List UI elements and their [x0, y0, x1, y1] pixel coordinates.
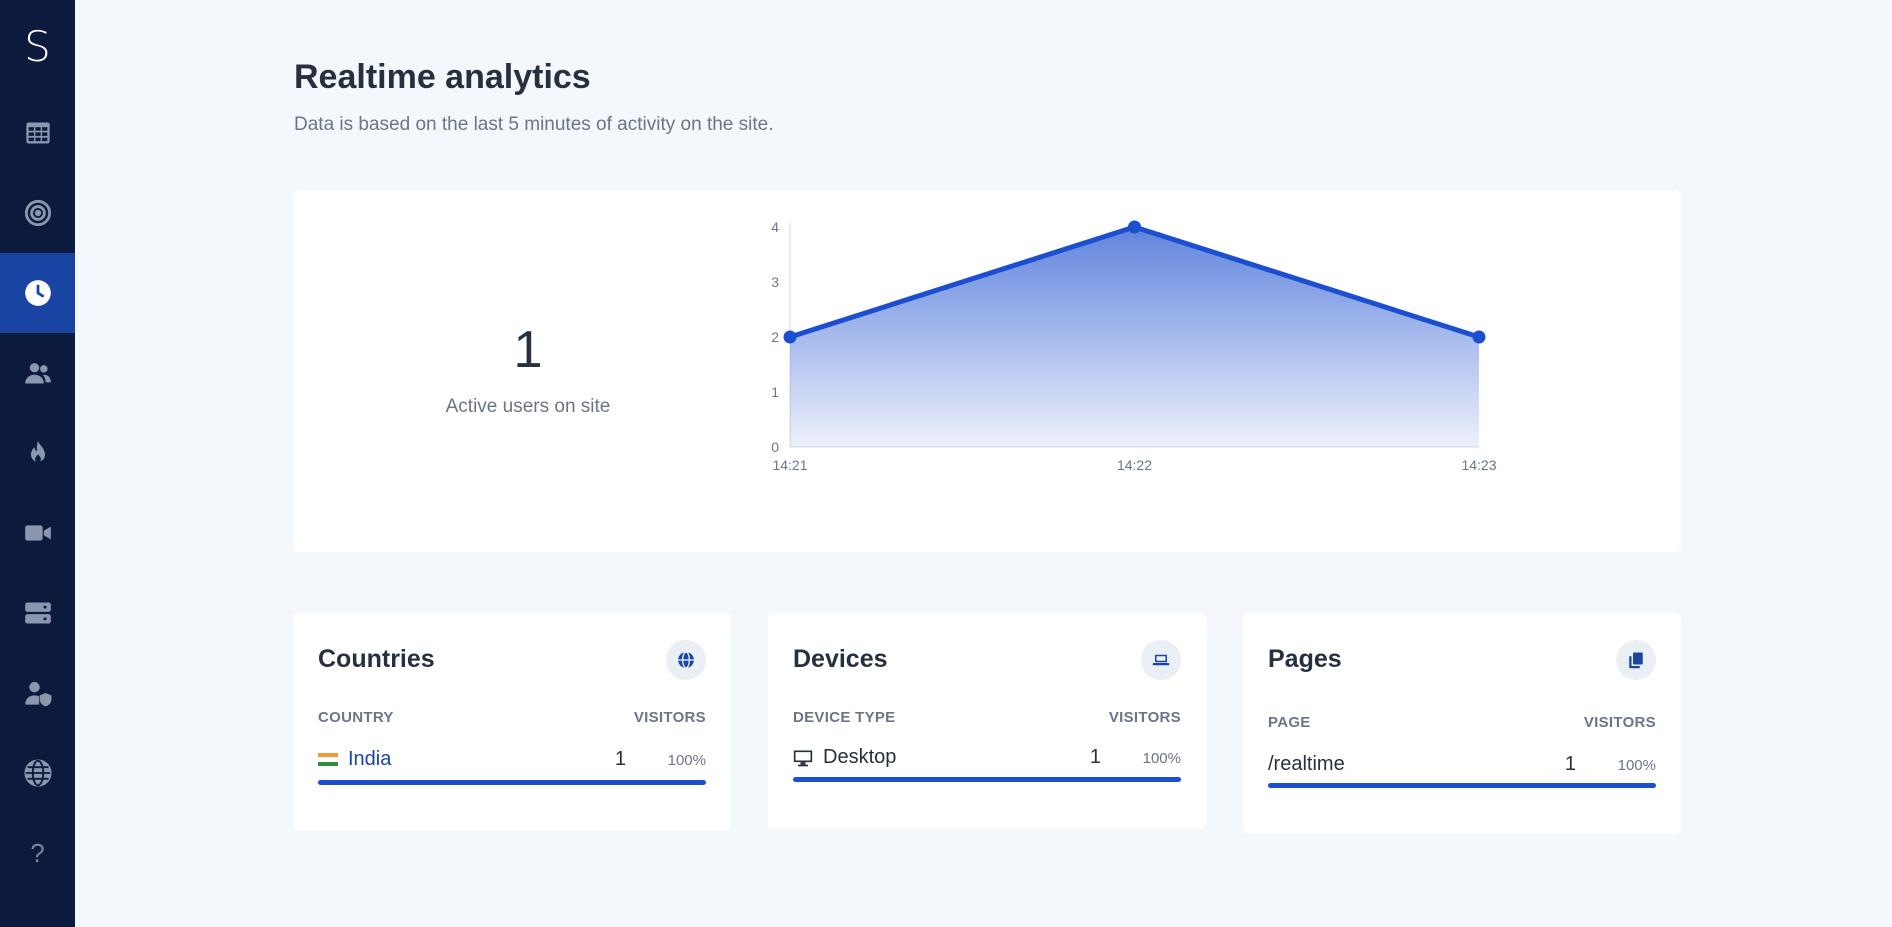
sidebar-item-privacy[interactable]	[0, 653, 75, 733]
countries-icon-button[interactable]	[666, 640, 706, 680]
devices-column-device-type: DEVICE TYPE	[793, 709, 896, 726]
pages-column-page: PAGE	[1268, 714, 1311, 731]
page-visitor-count: 1	[1564, 753, 1576, 775]
laptop-icon	[1152, 654, 1170, 666]
y-tick-label: 1	[771, 384, 779, 400]
grid-icon	[25, 122, 50, 144]
video-icon	[24, 525, 51, 541]
x-tick-label: 14:21	[772, 457, 807, 473]
country-name: India	[348, 748, 392, 770]
data-point	[1472, 330, 1486, 344]
y-tick-label: 4	[771, 219, 779, 235]
countries-column-country: COUNTRY	[318, 709, 394, 726]
devices-title: Devices	[793, 645, 888, 673]
india-flag-icon	[318, 752, 338, 767]
sidebar-item-heatmaps[interactable]	[0, 413, 75, 493]
globe-icon	[678, 651, 694, 669]
pages-panel: Pages PAGE VISITORS /realtime 1 100%	[1243, 613, 1681, 834]
country-visitor-count: 1	[614, 748, 626, 770]
country-progress-fill	[318, 780, 706, 785]
y-tick-label: 0	[771, 439, 779, 455]
country-progress-bar	[318, 780, 706, 785]
country-visitor-percent: 100%	[667, 752, 706, 769]
user-shield-icon	[24, 681, 51, 707]
sidebar-item-recordings[interactable]	[0, 493, 75, 573]
server-icon	[24, 602, 51, 624]
device-progress-fill	[793, 777, 1181, 782]
series-area	[790, 227, 1479, 447]
page-row-label[interactable]: /realtime	[1268, 753, 1345, 776]
help-button[interactable]: ?	[30, 837, 45, 868]
country-row-label[interactable]: India	[318, 748, 391, 771]
realtime-chart: 0 1 2 3 4 14:21 14:22 14:23	[771, 219, 1497, 473]
sidebar-item-dashboard[interactable]	[0, 93, 75, 173]
sidebar-item-data[interactable]	[0, 573, 75, 653]
countries-panel: Countries COUNTRY VISITORS India 1 100%	[293, 613, 731, 831]
page-title: Realtime analytics	[294, 58, 591, 96]
devices-icon-button[interactable]	[1141, 640, 1181, 680]
data-point	[1128, 220, 1141, 234]
countries-title: Countries	[318, 645, 435, 673]
device-visitor-count: 1	[1089, 746, 1101, 768]
sidebar-item-goals[interactable]	[0, 173, 75, 253]
pages-icon-button[interactable]	[1616, 640, 1656, 680]
devices-column-visitors: VISITORS	[1108, 709, 1181, 726]
main-content: Realtime analytics Data is based on the …	[75, 0, 1892, 927]
page-progress-fill	[1268, 783, 1656, 788]
logo[interactable]: S	[24, 22, 51, 71]
fire-icon	[30, 440, 45, 463]
devices-panel: Devices DEVICE TYPE VISITORS Desktop 1 1…	[768, 613, 1206, 829]
sidebar-item-sites[interactable]	[0, 733, 75, 813]
page-subtitle: Data is based on the last 5 minutes of a…	[294, 114, 774, 135]
active-users-count: 1	[513, 321, 543, 379]
page-path: /realtime	[1268, 753, 1345, 775]
page-progress-bar	[1268, 783, 1656, 788]
y-tick-label: 3	[771, 274, 779, 290]
clock-icon	[24, 280, 51, 306]
sidebar-item-visitors[interactable]	[0, 333, 75, 413]
active-users-label: Active users on site	[445, 396, 611, 417]
device-progress-bar	[793, 777, 1181, 782]
x-tick-label: 14:23	[1461, 457, 1496, 473]
globe-icon	[23, 759, 52, 787]
realtime-card: 1 Active users on site 0 1 2 3 4 14:21 14:22 14…	[293, 190, 1681, 552]
pages-title: Pages	[1268, 645, 1342, 673]
sidebar-item-realtime[interactable]	[0, 253, 75, 333]
pages-column-visitors: VISITORS	[1583, 714, 1656, 731]
device-name: Desktop	[823, 746, 897, 768]
page-visitor-percent: 100%	[1617, 757, 1656, 774]
data-point	[783, 330, 797, 344]
users-icon	[24, 363, 51, 384]
device-row-label[interactable]: Desktop	[793, 746, 896, 769]
x-tick-label: 14:22	[1117, 457, 1152, 473]
y-tick-label: 2	[771, 329, 779, 345]
target-icon	[24, 199, 51, 227]
sidebar: S	[0, 0, 75, 927]
countries-column-visitors: VISITORS	[633, 709, 706, 726]
desktop-icon	[793, 750, 813, 766]
device-visitor-percent: 100%	[1142, 750, 1181, 767]
copy-icon	[1629, 652, 1643, 669]
